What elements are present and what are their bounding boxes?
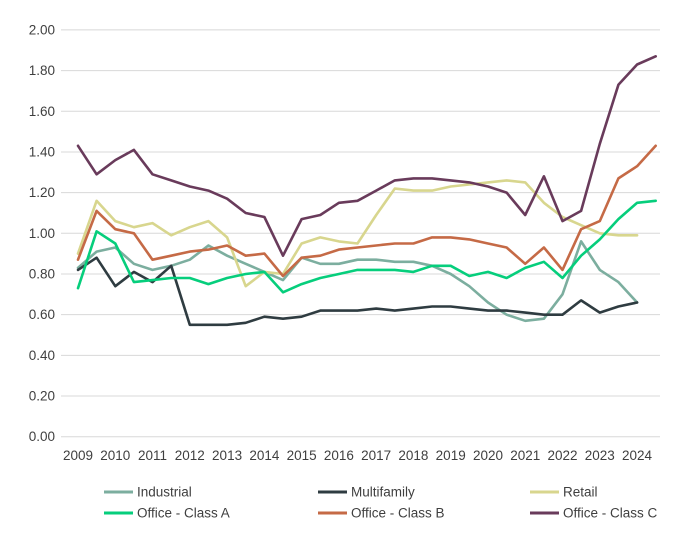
legend-label-retail: Retail <box>563 485 598 500</box>
x-tick-label: 2023 <box>585 448 615 463</box>
series-line-retail <box>76 179 639 288</box>
x-tick-label: 2009 <box>63 448 93 463</box>
series-line-multifamily <box>76 256 639 327</box>
y-tick-label: 1.80 <box>29 63 55 78</box>
y-tick-label: 1.60 <box>29 104 55 119</box>
legend-label-industrial: Industrial <box>137 485 192 500</box>
legend-item-multifamily: Multifamily <box>318 485 415 500</box>
y-tick-label: 0.40 <box>29 348 55 363</box>
x-tick-label: 2024 <box>622 448 653 463</box>
x-tick-label: 2010 <box>100 448 130 463</box>
legend-item-office-class-b: Office - Class B <box>318 506 445 521</box>
x-tick-label: 2019 <box>436 448 466 463</box>
legend-item-office-class-c: Office - Class C <box>530 506 658 521</box>
y-tick-label: 0.20 <box>29 389 55 404</box>
y-tick-label: 2.00 <box>29 22 55 37</box>
y-tick-label: 1.20 <box>29 185 55 200</box>
x-tick-label: 2015 <box>287 448 317 463</box>
x-tick-label: 2016 <box>324 448 354 463</box>
legend-label-office-class-a: Office - Class A <box>137 506 230 521</box>
gridlines <box>61 29 660 438</box>
y-tick-label: 0.80 <box>29 266 55 281</box>
legend-label-multifamily: Multifamily <box>351 485 415 500</box>
legend-item-retail: Retail <box>530 485 598 500</box>
y-axis-tick-labels: 2.00 1.80 1.60 1.40 1.20 1.00 0.80 0.60 0.40 0.20… <box>29 22 55 444</box>
x-tick-label: 2018 <box>398 448 428 463</box>
x-tick-label: 2022 <box>547 448 577 463</box>
x-tick-label: 2021 <box>510 448 540 463</box>
series-lines <box>76 54 658 327</box>
legend-item-office-class-a: Office - Class A <box>104 506 230 521</box>
y-tick-label: 0.60 <box>29 307 55 322</box>
legend: Industrial Multifamily Retail Office - Clas… <box>104 485 658 521</box>
x-tick-label: 2011 <box>138 448 167 463</box>
series-line-office-class-a <box>76 199 658 294</box>
y-tick-label: 1.40 <box>29 144 55 159</box>
x-axis-tick-labels: 2009 2010 2011 2012 2013 2014 2015 2016 2017 2018… <box>63 448 653 463</box>
x-tick-label: 2013 <box>212 448 242 463</box>
y-tick-label: 0.00 <box>29 429 55 444</box>
x-tick-label: 2017 <box>361 448 391 463</box>
series-line-office-class-b <box>76 144 658 278</box>
legend-label-office-class-c: Office - Class C <box>563 506 658 521</box>
x-tick-label: 2020 <box>473 448 503 463</box>
y-tick-label: 1.00 <box>29 226 55 241</box>
x-tick-label: 2014 <box>249 448 280 463</box>
legend-label-office-class-b: Office - Class B <box>351 506 445 521</box>
series-line-office-class-c <box>76 54 658 257</box>
x-tick-label: 2012 <box>175 448 205 463</box>
legend-item-industrial: Industrial <box>104 485 192 500</box>
